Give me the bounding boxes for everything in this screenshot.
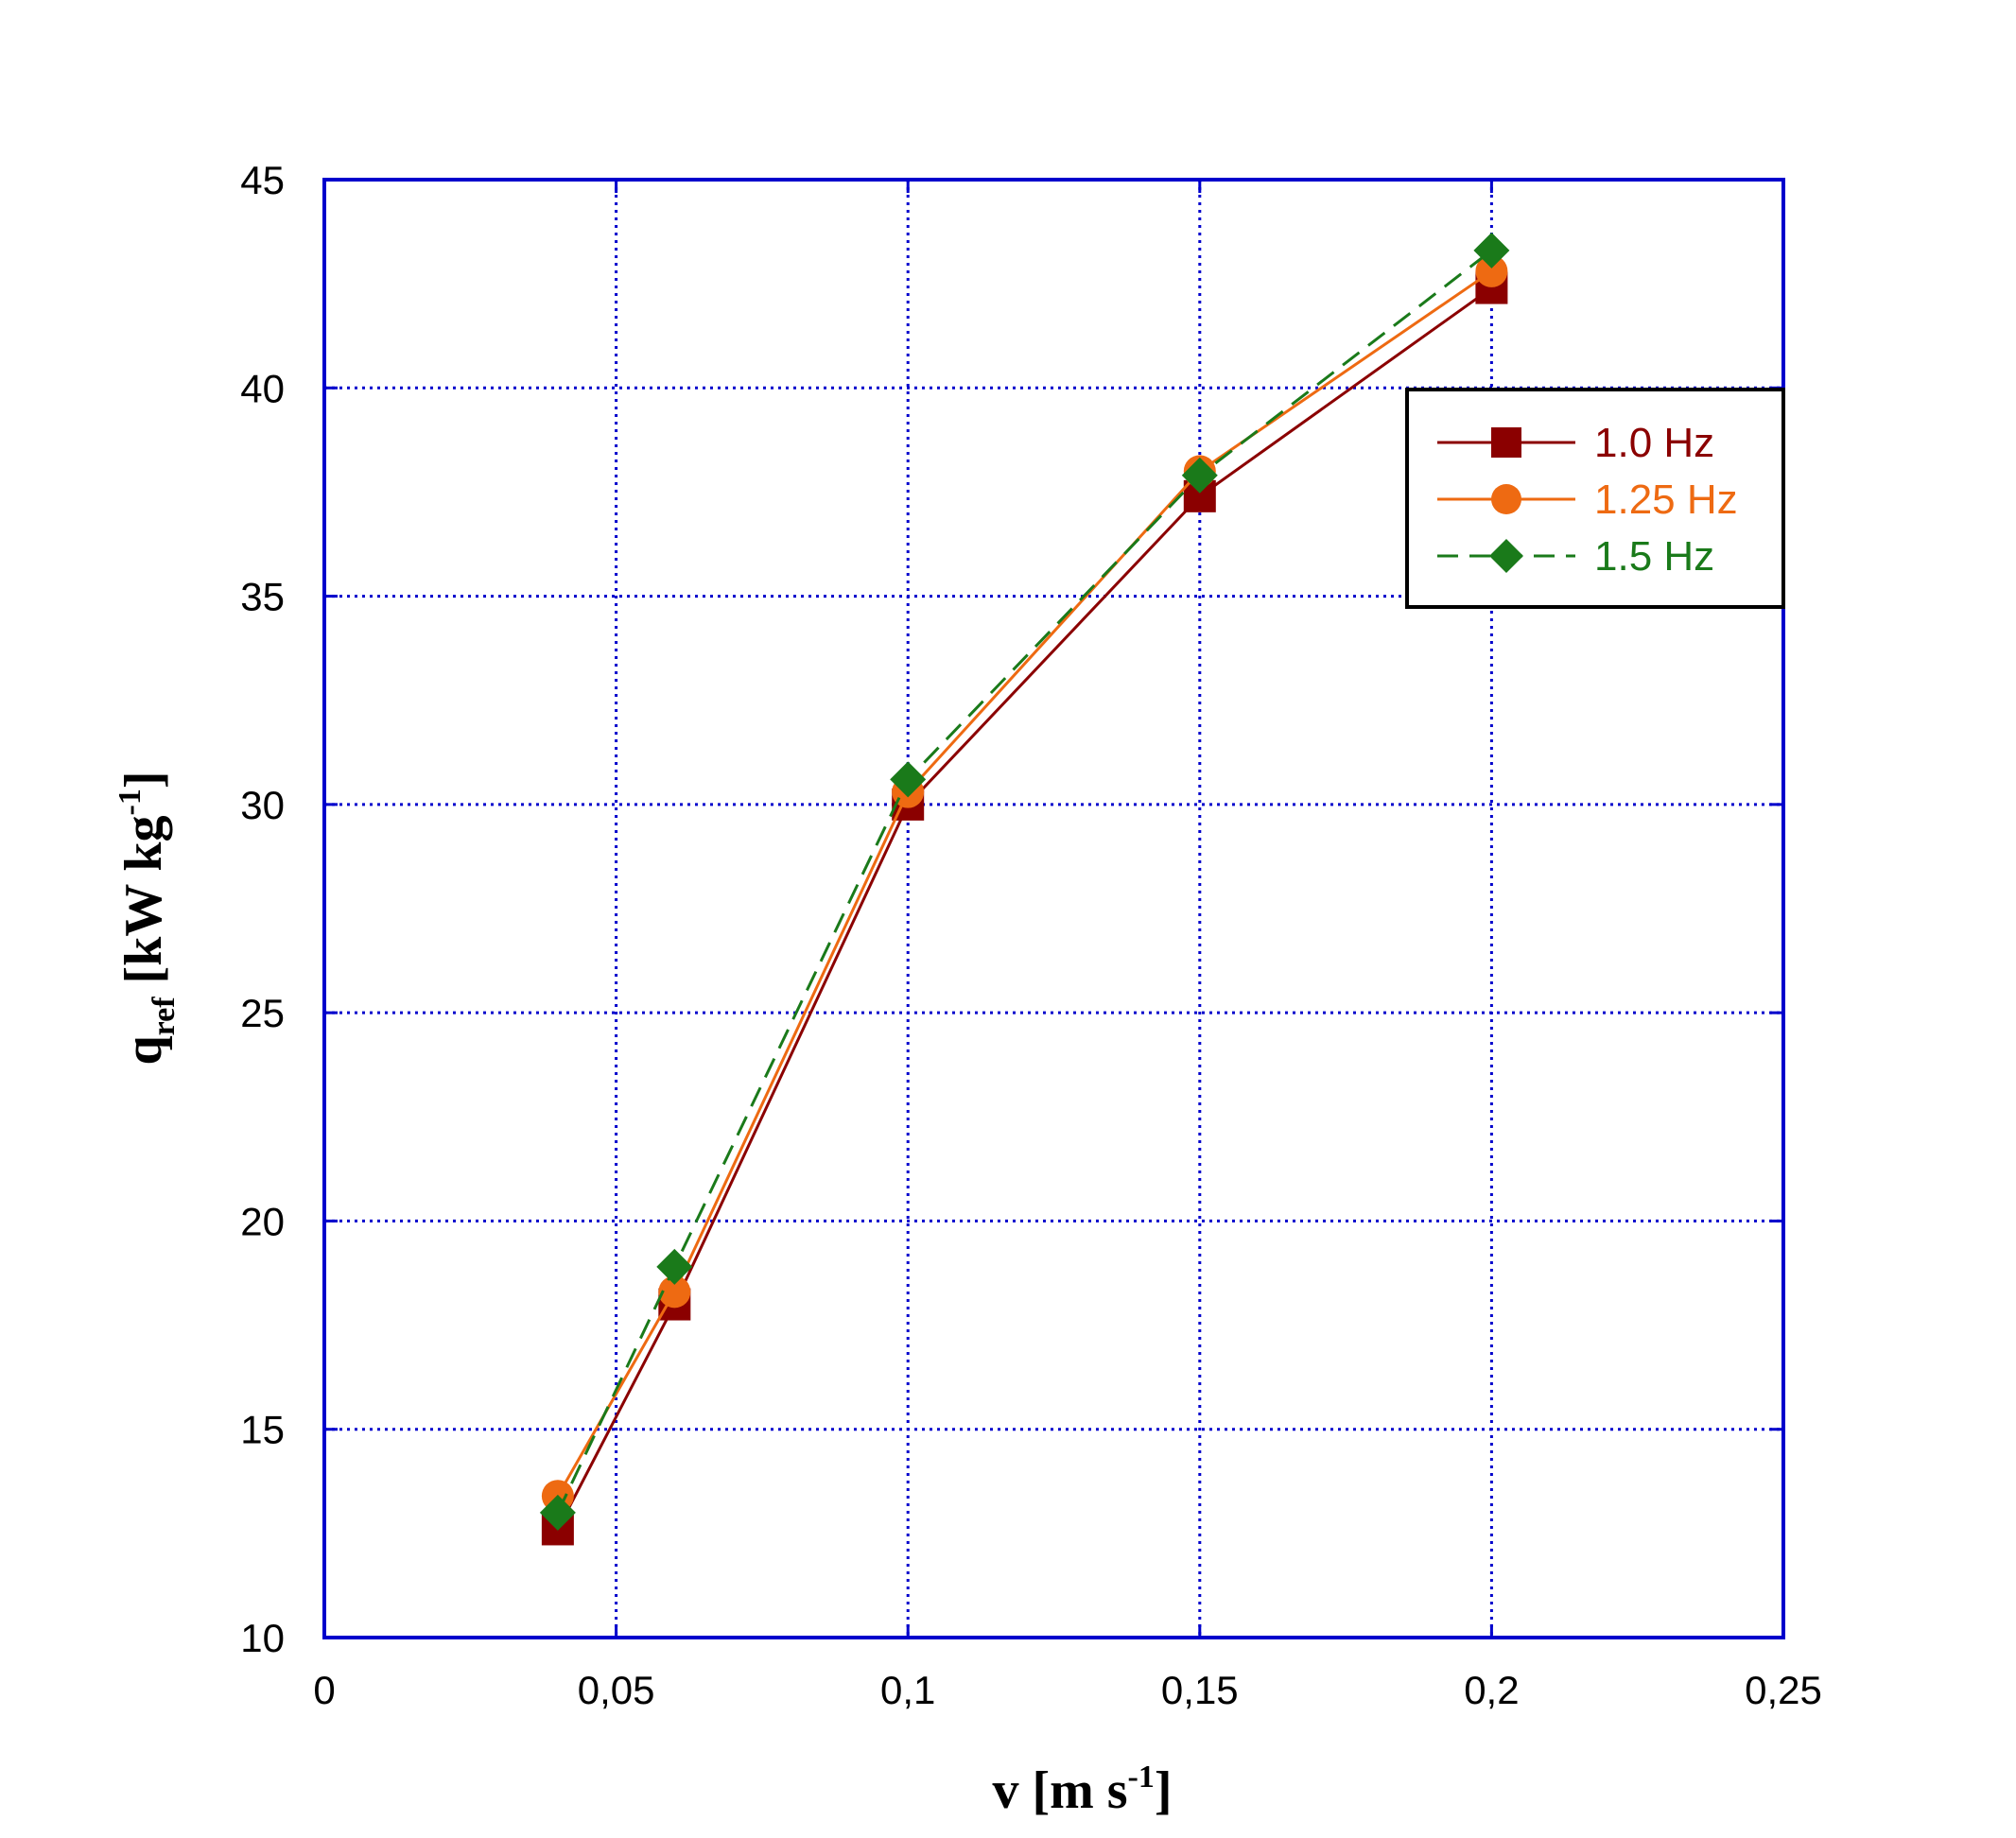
series-line [556, 269, 1493, 1497]
y-tick-label: 35 [240, 575, 285, 619]
data-point-circle [658, 1275, 691, 1309]
data-point-diamond [656, 1248, 693, 1285]
data-point-diamond [1489, 539, 1523, 573]
y-tick-label: 45 [240, 158, 285, 202]
x-tick-label: 0,2 [1464, 1668, 1519, 1712]
data-point-diamond [539, 1494, 576, 1531]
x-tick-label: 0,05 [578, 1668, 655, 1712]
y-ticks: 10 15 20 25 30 35 40 45 [240, 158, 1783, 1660]
plot-frame [322, 178, 1785, 1639]
legend-label: 1.5 Hz [1594, 533, 1714, 580]
series-layer [539, 232, 1510, 1546]
legend-label: 1.25 Hz [1594, 477, 1738, 523]
y-axis-title: qref [kW kg-1] [113, 772, 182, 1066]
y-axis-title-main: q [114, 1035, 173, 1065]
y-tick-label: 15 [240, 1408, 285, 1452]
x-axis-title-end: ] [1155, 1761, 1173, 1820]
x-tick-label: 0,1 [880, 1668, 935, 1712]
data-point-diamond [1473, 232, 1510, 269]
data-point-diamond [890, 761, 927, 798]
y-axis-title-sub: ref [147, 997, 182, 1036]
legend-entry: 1.25 Hz [1437, 477, 1738, 523]
series-1-25-Hz [541, 254, 1508, 1513]
x-tick-label: 0,25 [1745, 1668, 1822, 1712]
series-line [556, 249, 1493, 1514]
y-tick-label: 20 [240, 1199, 285, 1243]
legend: 1.0 Hz 1.25 Hz 1.5 Hz [1405, 388, 1785, 609]
data-point-circle [1475, 254, 1508, 287]
legend-entry: 1.0 Hz [1437, 420, 1714, 466]
x-axis-title-main: v [m s [992, 1761, 1127, 1820]
x-tick-label: 0,15 [1161, 1668, 1239, 1712]
series-1-5-Hz [539, 232, 1510, 1531]
series-1-0-Hz [541, 271, 1508, 1546]
x-tick-label: 0 [313, 1668, 335, 1712]
x-axis-title: v [m s-1] [992, 1760, 1172, 1820]
y-tick-label: 25 [240, 991, 285, 1035]
y-tick-label: 30 [240, 783, 285, 827]
data-point-diamond [1181, 457, 1218, 494]
y-tick-label: 10 [240, 1616, 285, 1660]
y-axis-title-mid: [kW kg [114, 816, 173, 997]
y-tick-label: 40 [240, 366, 285, 410]
data-point-square [1491, 427, 1521, 458]
x-ticks: 0 0,05 0,1 0,15 0,2 0,25 [313, 180, 1822, 1712]
legend-entry: 1.5 Hz [1437, 533, 1714, 580]
legend-label: 1.0 Hz [1594, 420, 1714, 466]
series-line [556, 286, 1493, 1531]
y-axis-title-sup: -1 [113, 789, 148, 815]
data-point-circle [1491, 484, 1521, 514]
x-axis-title-sup: -1 [1128, 1760, 1155, 1795]
y-axis-title-end: ] [114, 772, 173, 789]
